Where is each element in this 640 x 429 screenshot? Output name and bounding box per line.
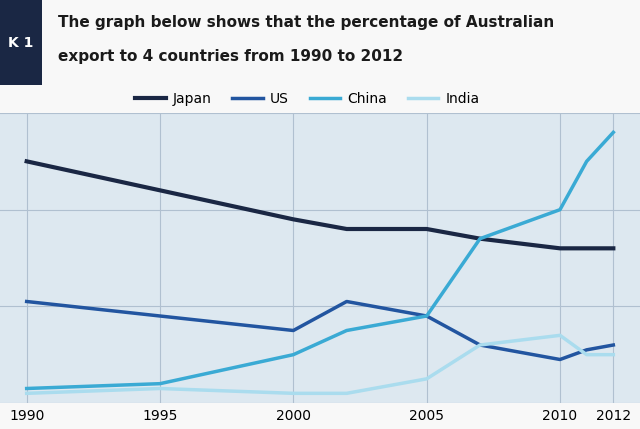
Text: The graph below shows that the percentage of Australian: The graph below shows that the percentag… — [58, 15, 554, 30]
Legend: Japan, US, China, India: Japan, US, China, India — [129, 87, 485, 112]
Text: export to 4 countries from 1990 to 2012: export to 4 countries from 1990 to 2012 — [58, 49, 403, 64]
Bar — [0, 0, 42, 85]
Text: K 1: K 1 — [8, 36, 34, 50]
